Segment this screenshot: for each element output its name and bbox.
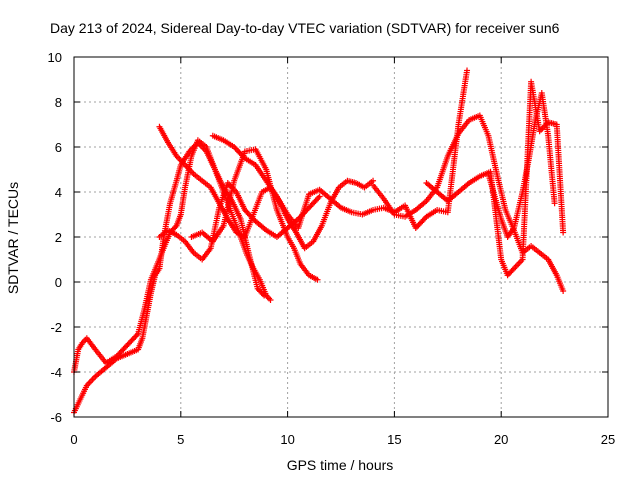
y-tick-label: -4 [50,365,62,380]
y-tick-label: -2 [50,320,62,335]
series-track-a [71,139,268,416]
grid-lines [74,57,608,417]
series-track-b [71,137,274,375]
y-tick-label: 8 [55,95,62,110]
y-tick-label: 0 [55,275,62,290]
data-point [560,288,567,294]
y-tick-label: 6 [55,140,62,155]
axis-ticks: 0 5 10 15 20 25 -6 -4 -2 0 2 4 6 8 10 [48,50,616,447]
x-tick-label: 5 [177,432,184,447]
data-point [316,193,323,200]
x-tick-label: 25 [601,432,615,447]
x-tick-label: 0 [70,432,77,447]
data-point [314,276,321,283]
y-tick-label: 2 [55,230,62,245]
y-tick-label: -6 [50,410,62,425]
data-point [172,224,179,231]
chart-title: Day 213 of 2024, Sidereal Day-to-day VTE… [50,20,560,36]
y-tick-label: 10 [48,50,62,65]
data-point [551,200,558,207]
y-tick-label: 4 [55,185,62,200]
data-point [464,67,471,74]
data-point [509,266,516,273]
series-track-i [485,90,558,240]
x-tick-label: 20 [494,432,508,447]
y-axis-label: SDTVAR / TECUs [5,182,21,294]
x-tick-label: 15 [387,432,401,447]
x-axis-label: GPS time / hours [287,457,394,473]
series-track-h [423,78,567,279]
data-points [71,67,567,416]
data-point [560,229,567,236]
series-track-g [370,112,567,294]
data-point [267,297,274,303]
x-tick-label: 10 [280,432,294,447]
